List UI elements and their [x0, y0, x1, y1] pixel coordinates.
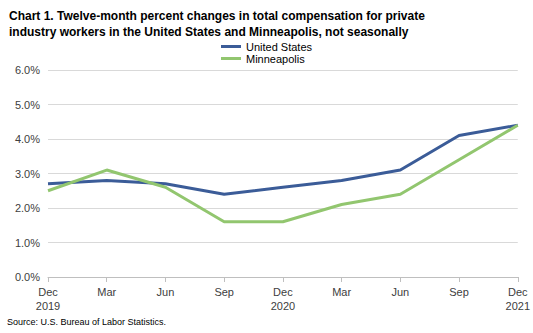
svg-text:industry workers in the United: industry workers in the United States an…	[9, 25, 409, 39]
svg-text:Dec: Dec	[38, 286, 58, 298]
svg-text:Sep: Sep	[214, 286, 234, 298]
svg-text:3.0%: 3.0%	[15, 168, 40, 180]
svg-text:Mar: Mar	[332, 286, 351, 298]
svg-text:2019: 2019	[36, 300, 60, 312]
svg-text:2.0%: 2.0%	[15, 202, 40, 214]
svg-text:Dec: Dec	[508, 286, 528, 298]
svg-text:Mar: Mar	[97, 286, 116, 298]
svg-text:0.0%: 0.0%	[15, 271, 40, 283]
svg-text:2021: 2021	[506, 300, 530, 312]
svg-text:2020: 2020	[271, 300, 295, 312]
svg-text:United States: United States	[246, 41, 313, 53]
svg-text:Dec: Dec	[273, 286, 293, 298]
svg-text:Jun: Jun	[157, 286, 175, 298]
svg-text:6.0%: 6.0%	[15, 64, 40, 76]
svg-text:Sep: Sep	[449, 286, 469, 298]
svg-text:Chart 1. Twelve-month percent: Chart 1. Twelve-month percent changes in…	[9, 9, 425, 23]
svg-text:4.0%: 4.0%	[15, 133, 40, 145]
svg-text:1.0%: 1.0%	[15, 237, 40, 249]
svg-text:Source: U.S. Bureau of Labor S: Source: U.S. Bureau of Labor Statistics.	[7, 317, 166, 327]
svg-text:Jun: Jun	[391, 286, 409, 298]
svg-text:Minneapolis: Minneapolis	[246, 53, 305, 65]
svg-text:5.0%: 5.0%	[15, 99, 40, 111]
